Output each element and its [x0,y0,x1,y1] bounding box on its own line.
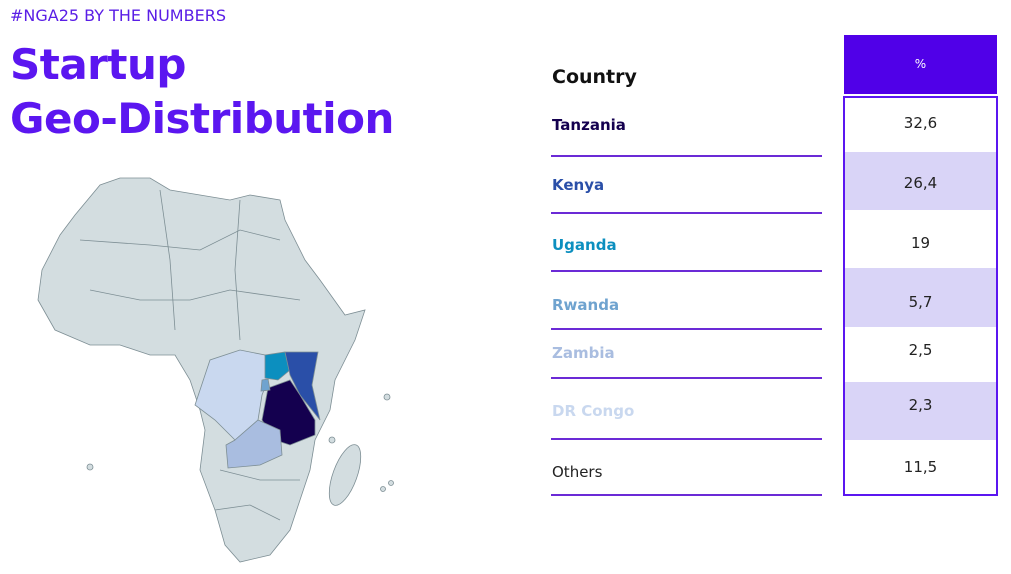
title: Geo-Distribution [10,94,394,143]
percent-value: 5,7 [908,293,933,311]
percent-value: 19 [910,234,931,252]
row-separator [551,494,822,496]
percent-value: 11,5 [903,458,938,476]
africa-map [37,177,394,563]
column-header: % [844,35,997,94]
country-name: Kenya [552,176,605,194]
row-band [845,382,996,440]
row-band [845,268,996,327]
country-name: Zambia [552,344,615,362]
percent-value: 32,6 [903,114,938,132]
country-name: Others [552,463,603,481]
row-separator [551,155,822,157]
percent-value: 26,4 [903,174,938,192]
column-header: Country [552,66,637,88]
tag: #NGA25 BY THE NUMBERS [10,6,226,25]
row-separator [551,438,822,440]
title: Startup [10,40,186,89]
value-box [843,96,998,496]
row-separator [551,212,822,214]
row-separator [551,270,822,272]
country-name: Uganda [552,236,617,254]
percent-value: 2,3 [908,396,933,414]
row-band [845,152,996,210]
country-name: Rwanda [552,296,620,314]
row-separator [551,377,822,379]
country-name: Tanzania [552,116,626,134]
row-separator [551,328,822,330]
percent-value: 2,5 [908,341,933,359]
country-name: DR Congo [552,402,635,420]
